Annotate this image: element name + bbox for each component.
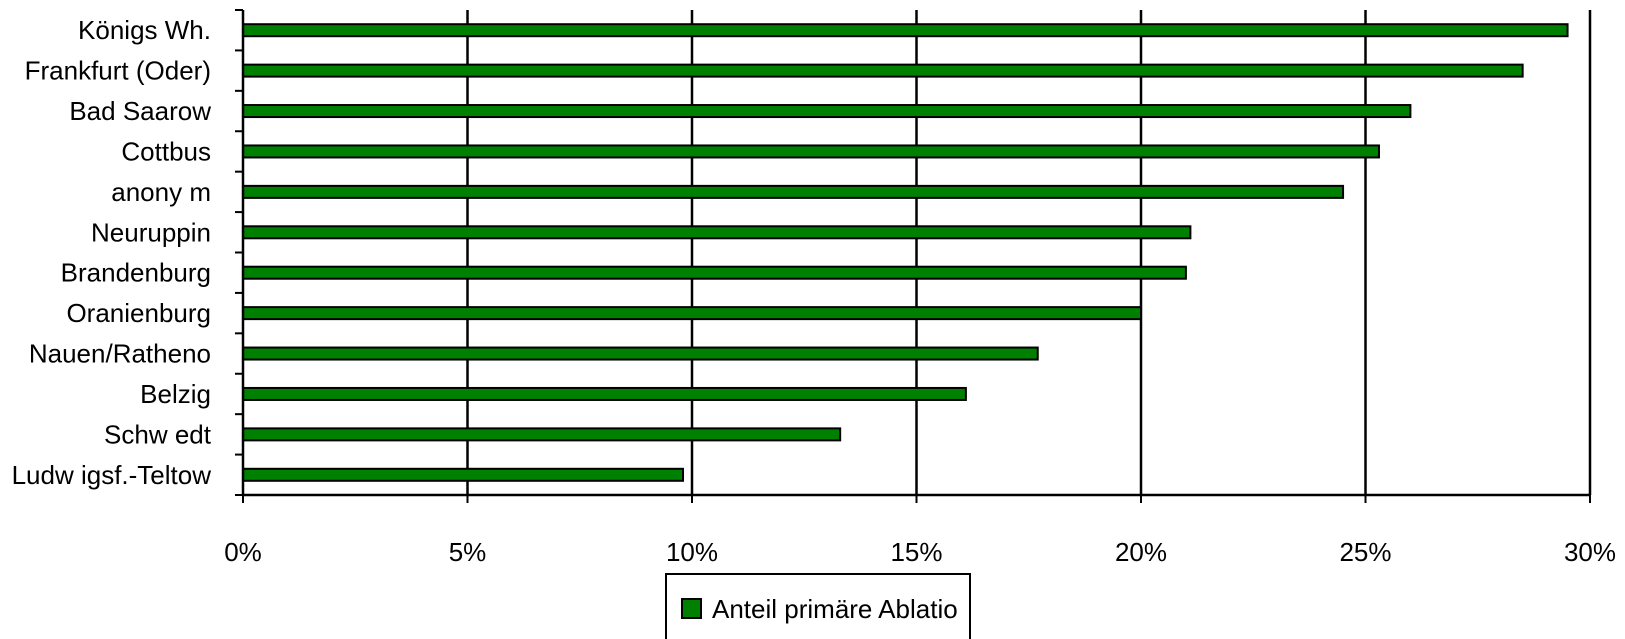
- legend-swatch: [681, 598, 702, 619]
- bar: [242, 104, 1412, 119]
- bar: [242, 467, 685, 482]
- bar: [242, 23, 1569, 38]
- category-label: Nauen/Ratheno: [29, 339, 211, 369]
- category-label: Brandenburg: [61, 258, 211, 288]
- bar: [242, 63, 1524, 78]
- category-label: Cottbus: [121, 136, 211, 166]
- x-tick-label: 15%: [890, 537, 942, 567]
- bar: [242, 427, 842, 442]
- legend: Anteil primäre Ablatio: [665, 573, 971, 639]
- axes: [235, 9, 1591, 503]
- category-label: Frankfurt (Oder): [25, 56, 211, 86]
- bar: [242, 265, 1187, 280]
- category-label: Belzig: [140, 379, 211, 409]
- legend-box: [665, 573, 971, 639]
- bar: [242, 225, 1192, 240]
- category-label: anony m: [111, 177, 211, 207]
- category-labels: Königs Wh. Frankfurt (Oder) Bad Saarow Cott…: [12, 15, 212, 490]
- legend-label: Anteil primäre Ablatio: [712, 594, 958, 624]
- bar: [242, 306, 1142, 321]
- category-label: Schw edt: [104, 419, 212, 449]
- x-tick-label: 5%: [449, 537, 487, 567]
- x-tick-label: 10%: [666, 537, 718, 567]
- category-label: Bad Saarow: [69, 96, 211, 126]
- x-tick-label: 25%: [1339, 537, 1391, 567]
- category-label: Oranienburg: [66, 298, 211, 328]
- x-tick-labels: 0% 5% 10% 15% 20% 25% 30%: [224, 537, 1616, 567]
- bars: [242, 23, 1569, 482]
- bar: [242, 144, 1380, 159]
- x-tick-label: 20%: [1115, 537, 1167, 567]
- bar: [242, 386, 967, 401]
- category-label: Ludw igsf.-Teltow: [12, 460, 212, 490]
- x-tick-label: 0%: [224, 537, 262, 567]
- x-tick-label: 30%: [1564, 537, 1616, 567]
- category-label: Königs Wh.: [78, 15, 211, 45]
- category-label: Neuruppin: [91, 217, 211, 247]
- bar: [242, 184, 1345, 199]
- bar: [242, 346, 1039, 361]
- gridlines: [466, 10, 1592, 495]
